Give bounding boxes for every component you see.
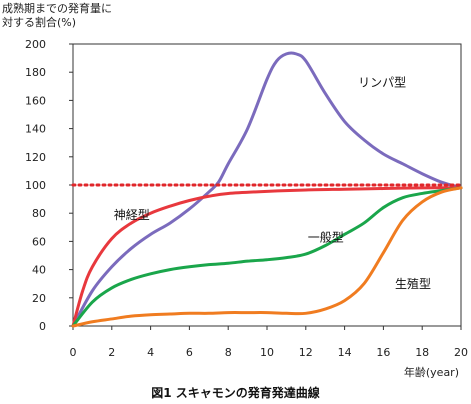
series-line-reproductive xyxy=(71,186,463,328)
y-tick-label: 200 xyxy=(25,38,46,51)
series-label-reproductive: 生殖型 xyxy=(395,276,431,291)
y-tick-label: 180 xyxy=(25,66,46,79)
series-line-general xyxy=(71,186,463,328)
series-label-lymphoid: リンパ型 xyxy=(358,75,406,89)
y-tick-label: 40 xyxy=(32,264,46,277)
x-tick-label: 18 xyxy=(415,346,429,359)
x-tick-label: 4 xyxy=(147,346,154,359)
y-tick-label: 100 xyxy=(25,179,46,192)
y-tick-label: 60 xyxy=(32,235,46,248)
series-line-neural xyxy=(71,186,463,328)
x-tick-label: 20 xyxy=(454,346,468,359)
series-line-lymphoid xyxy=(71,51,463,328)
x-tick-label: 8 xyxy=(225,346,232,359)
x-tick-label: 12 xyxy=(299,346,313,359)
y-axis-label-line-2: 対する割合(%) xyxy=(2,16,77,29)
x-tick-label: 0 xyxy=(70,346,77,359)
x-tick-label: 6 xyxy=(186,346,193,359)
x-tick-label: 16 xyxy=(376,346,390,359)
y-tick-label: 160 xyxy=(25,94,46,107)
x-axis-label: 年齢(year) xyxy=(404,365,459,379)
y-tick-label: 80 xyxy=(32,207,46,220)
y-tick-label: 0 xyxy=(39,320,46,333)
y-tick-label: 140 xyxy=(25,123,46,136)
y-axis-label-line-1: 成熟期までの発育量に xyxy=(2,2,112,15)
y-tick-label: 120 xyxy=(25,151,46,164)
series-label-general: 一般型 xyxy=(308,229,344,244)
y-axis-label: 成熟期までの発育量に 対する割合(%) xyxy=(2,2,112,30)
series-label-neural: 神経型 xyxy=(114,208,150,222)
x-tick-label: 14 xyxy=(338,346,352,359)
x-tick-label: 10 xyxy=(260,346,274,359)
x-tick-label: 2 xyxy=(108,346,115,359)
y-tick-label: 20 xyxy=(32,292,46,305)
figure-caption: 図1 スキャモンの発育発達曲線 xyxy=(151,386,320,400)
